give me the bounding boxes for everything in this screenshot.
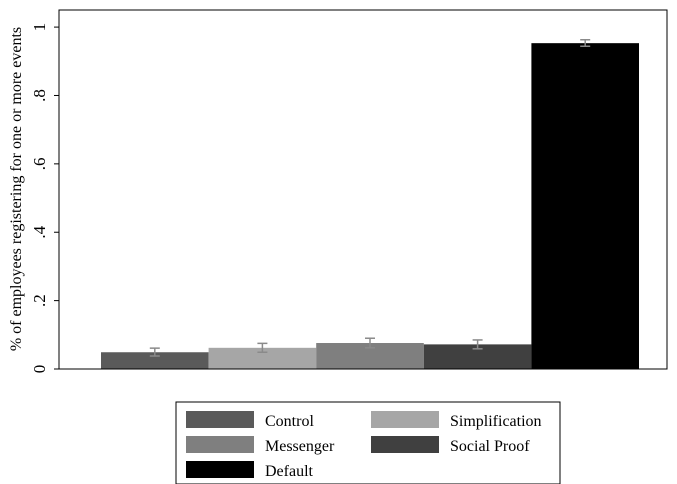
y-tick-label: 0 [30,365,49,374]
legend-label: Control [265,413,314,430]
error-bars [149,38,591,357]
legend-swatch [186,436,254,453]
legend-label: Simplification [450,413,542,430]
bar-simplification [208,347,317,369]
legend-swatch [371,411,439,428]
legend-label: Messenger [265,438,335,455]
y-tick-label: .2 [30,294,49,307]
legend-swatch [371,436,439,453]
legend-label: Social Proof [450,438,530,455]
legend-swatch [186,411,254,428]
bars [101,43,639,369]
y-tick-label: 1 [30,23,49,32]
plot-frame [58,9,668,370]
y-axis-title: % of employees registering for one or mo… [8,27,25,351]
legend-label: Default [265,463,314,480]
bar-control [101,352,209,369]
legend-swatch [186,461,254,478]
y-tick-label: .4 [30,225,49,238]
y-tick-label: .6 [30,157,49,170]
legend: Control Simplification Messenger Social Pro… [175,401,561,484]
bar-default [531,43,639,369]
y-axis: 0 .2 .4 .6 .8 1 [30,23,59,373]
y-tick-label: .8 [30,89,49,102]
